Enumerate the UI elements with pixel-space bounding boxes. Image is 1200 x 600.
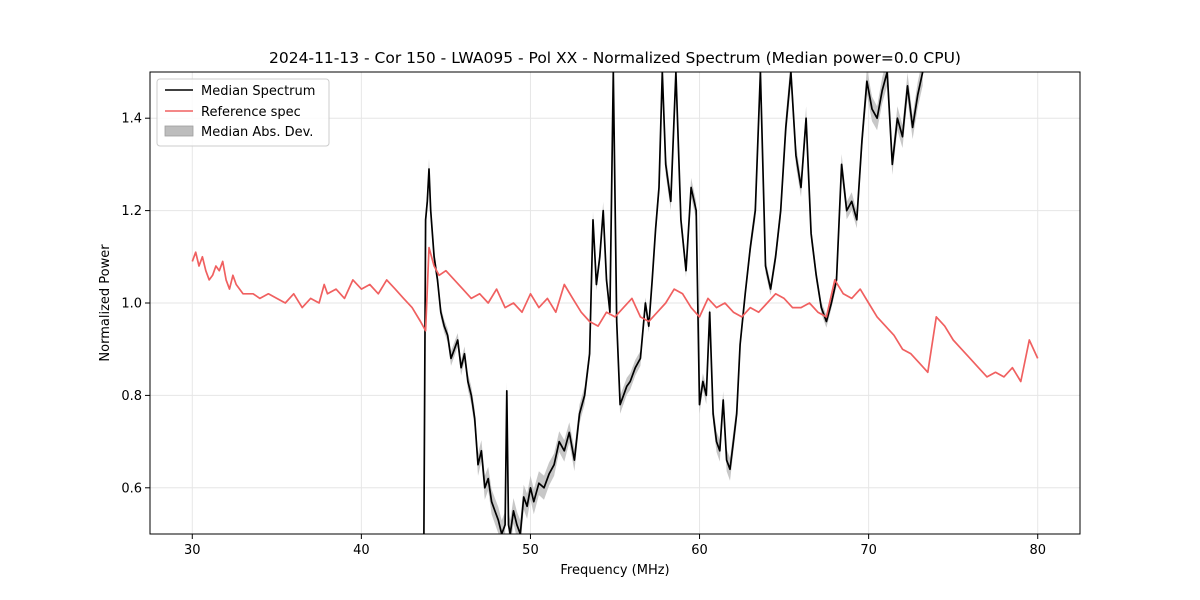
y-tick-label: 0.6	[121, 481, 142, 496]
y-tick-label: 1.4	[121, 112, 142, 127]
x-tick-label: 60	[691, 543, 708, 558]
reference-spec-line	[191, 246, 1039, 383]
legend-mad-label: Median Abs. Dev.	[201, 125, 313, 140]
legend-reference-label: Reference spec	[201, 105, 301, 120]
x-axis-label: Frequency (MHz)	[560, 563, 669, 578]
x-tick-label: 40	[353, 543, 370, 558]
x-tick-label: 80	[1029, 543, 1046, 558]
median-spectrum-line	[423, 72, 924, 534]
x-tick-label: 50	[522, 543, 539, 558]
plot-area	[191, 72, 1039, 534]
chart-title: 2024-11-13 - Cor 150 - LWA095 - Pol XX -…	[269, 49, 961, 67]
y-tick-label: 0.8	[121, 389, 142, 404]
y-axis-label: Normalized Power	[98, 244, 113, 362]
y-tick-label: 1.2	[121, 204, 142, 219]
legend-box	[156, 78, 330, 147]
mad-band	[423, 72, 923, 534]
legend: Median Spectrum Reference spec Median Ab…	[156, 78, 330, 147]
legend-median-label: Median Spectrum	[201, 84, 315, 99]
y-tick-label: 1.0	[121, 297, 142, 312]
x-tick-label: 30	[184, 543, 201, 558]
legend-mad-swatch	[164, 125, 194, 137]
x-tick-label: 70	[860, 543, 877, 558]
y-axis-ticks: 0.6 0.8 1.0 1.2 1.4	[121, 112, 150, 496]
x-axis-ticks: 30 40 50 60 70 80	[184, 534, 1046, 558]
